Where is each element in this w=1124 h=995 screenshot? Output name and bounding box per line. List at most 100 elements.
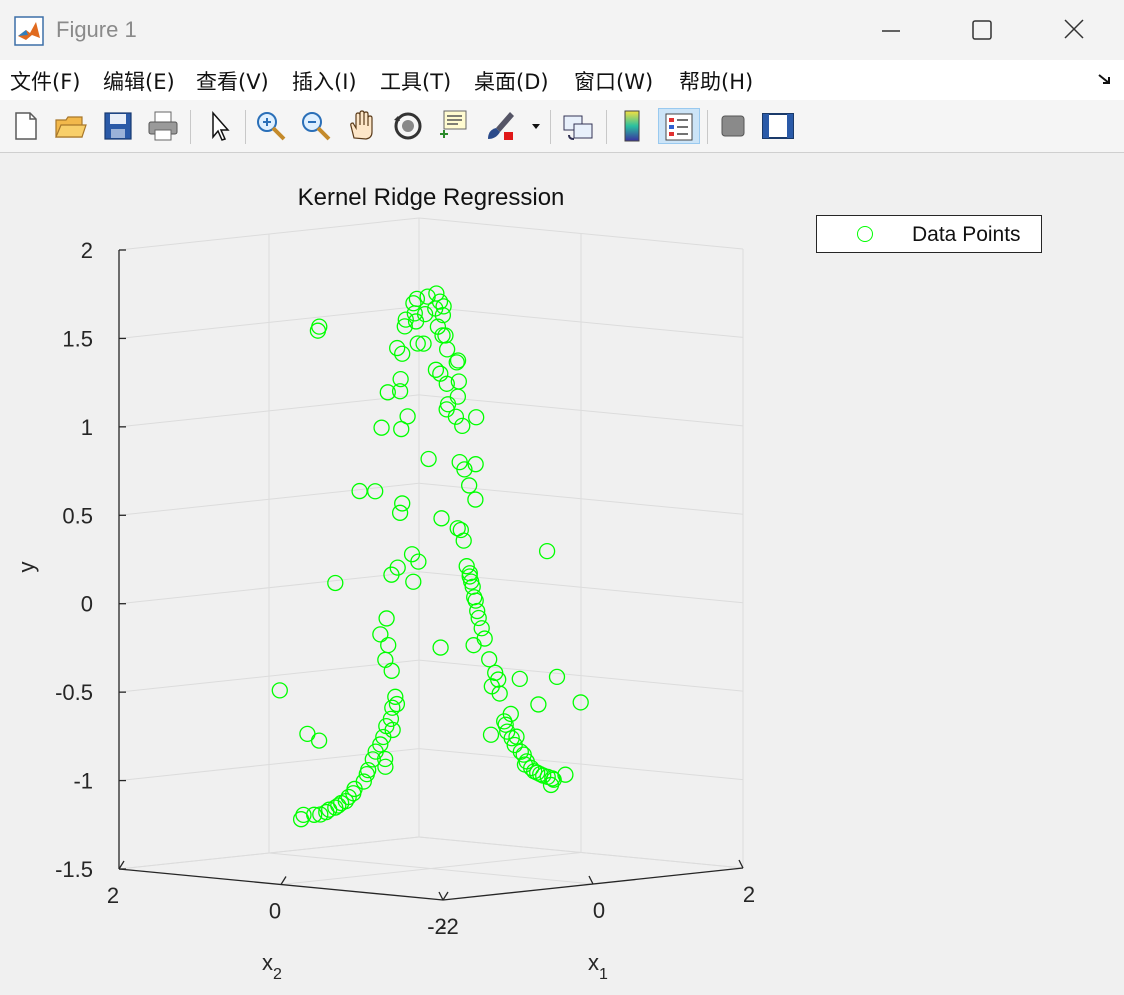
- data-point: [388, 695, 406, 713]
- x-tick-label: 2: [743, 882, 755, 907]
- data-cursor-button[interactable]: [436, 108, 472, 144]
- data-point: [377, 750, 394, 768]
- data-point: [389, 339, 406, 357]
- zoom-in-icon: [257, 112, 286, 141]
- zoom-out-button[interactable]: [298, 108, 334, 144]
- data-point: [438, 401, 455, 418]
- data-point: [410, 553, 427, 570]
- data-point: [379, 384, 396, 401]
- menu-file[interactable]: 文件(F): [10, 70, 81, 94]
- data-point: [394, 495, 411, 512]
- data-point: [380, 636, 397, 654]
- z-tick-label: -1.5: [55, 857, 93, 882]
- link-plot-icon: [563, 115, 593, 140]
- legend-box[interactable]: Data Points: [816, 215, 1042, 253]
- data-point: [542, 776, 560, 794]
- open-file-button[interactable]: [52, 108, 88, 144]
- menu-window[interactable]: 窗口(W): [574, 70, 654, 94]
- figure-canvas[interactable]: -1.5 -1 -0.5 0 0.5 1 1.5 2 -2 0 2 -2 0 2 x1 x2 y Kernel R…: [2, 153, 1120, 991]
- y-tick: [280, 876, 287, 885]
- print-icon: [148, 111, 178, 141]
- data-point: [452, 521, 469, 539]
- data-point: [455, 532, 472, 549]
- data-point: [367, 483, 384, 500]
- pan-button[interactable]: [344, 108, 380, 144]
- close-button[interactable]: [1050, 12, 1098, 48]
- new-figure-button[interactable]: [8, 108, 44, 144]
- data-point: [299, 725, 316, 743]
- data-point: [437, 327, 454, 344]
- legend-button[interactable]: [658, 108, 700, 144]
- data-point: [465, 637, 482, 654]
- toolbar-separator: [190, 110, 191, 144]
- data-point: [434, 306, 452, 324]
- print-button[interactable]: [145, 108, 181, 144]
- z-tick-label: -0.5: [55, 680, 93, 705]
- data-point: [407, 313, 425, 330]
- rotate-3d-button[interactable]: [390, 108, 426, 144]
- data-point: [461, 477, 478, 494]
- pan-hand-icon: [350, 110, 373, 140]
- link-plot-button[interactable]: [560, 108, 596, 144]
- data-point: [469, 602, 486, 620]
- scatter-3d-plot[interactable]: -1.5 -1 -0.5 0 0.5 1 1.5 2 -2 0 2 -2 0 2 x1 x2 y Kernel R…: [2, 153, 1120, 991]
- data-point: [432, 639, 449, 656]
- data-point: [508, 728, 525, 745]
- toolbar-separator: [707, 110, 708, 144]
- maximize-button[interactable]: [958, 12, 1006, 48]
- toolbar-separator: [606, 110, 607, 144]
- menu-insert[interactable]: 插入(I): [292, 70, 357, 94]
- data-point: [491, 685, 508, 702]
- y-tick-label: 0: [269, 899, 281, 924]
- undock-arrow-icon[interactable]: [1096, 70, 1114, 88]
- menu-desktop[interactable]: 桌面(D): [474, 70, 549, 94]
- brush-dropdown-button[interactable]: [528, 108, 544, 144]
- matlab-logo-icon: [14, 16, 44, 46]
- y-tick: [118, 860, 125, 870]
- data-point: [420, 450, 437, 468]
- data-point: [327, 574, 344, 592]
- show-plot-tools-button[interactable]: [760, 108, 796, 144]
- new-figure-icon: [15, 112, 37, 140]
- colorbar-button[interactable]: [614, 108, 650, 144]
- data-point: [476, 630, 493, 647]
- save-button[interactable]: [100, 108, 136, 144]
- z-tick-label: 0: [81, 592, 93, 617]
- figure-toolbar: [0, 100, 1124, 153]
- data-point: [405, 295, 422, 312]
- data-point: [406, 305, 423, 322]
- brush-button[interactable]: [482, 108, 518, 144]
- menu-tools[interactable]: 工具(T): [380, 70, 452, 94]
- toolbar-separator: [550, 110, 551, 144]
- menu-help[interactable]: 帮助(H): [679, 70, 754, 94]
- select-button[interactable]: [202, 108, 238, 144]
- zoom-out-icon: [302, 112, 331, 141]
- hide-plot-tools-button[interactable]: [715, 108, 751, 144]
- data-point: [530, 696, 547, 713]
- data-point: [439, 396, 457, 413]
- data-point: [473, 620, 490, 637]
- data-point: [392, 370, 409, 388]
- menu-view[interactable]: 查看(V): [196, 70, 269, 94]
- data-point: [434, 327, 451, 344]
- zoom-in-button[interactable]: [253, 108, 289, 144]
- data-point: [502, 705, 519, 723]
- data-point: [377, 758, 394, 775]
- data-point: [358, 766, 375, 783]
- grid-line: [280, 852, 582, 885]
- minimize-button[interactable]: [866, 12, 914, 48]
- data-point: [394, 345, 411, 362]
- x-tick: [588, 875, 594, 885]
- y-tick-label: 2: [107, 883, 119, 908]
- legend-marker-circle-icon: [857, 226, 873, 242]
- data-point: [438, 341, 456, 358]
- colorbar-icon: [624, 110, 640, 142]
- data-point: [449, 388, 467, 405]
- data-point: [467, 491, 484, 508]
- data-point: [497, 716, 514, 733]
- menu-edit[interactable]: 编辑(E): [103, 70, 175, 94]
- data-point: [321, 801, 338, 818]
- minimize-icon: [882, 30, 900, 32]
- data-point: [327, 799, 344, 816]
- x-tick: [438, 891, 444, 901]
